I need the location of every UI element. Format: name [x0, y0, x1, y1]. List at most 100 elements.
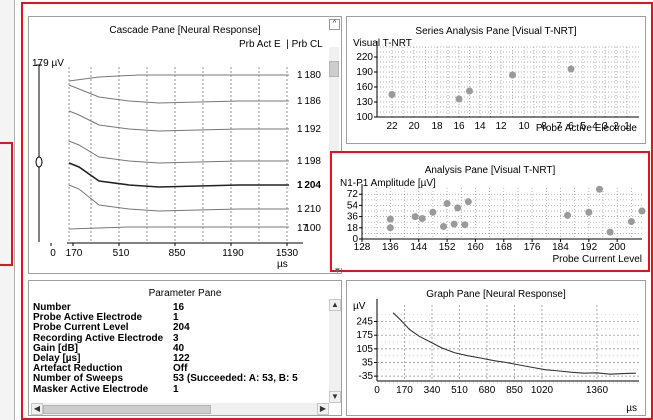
analysis-x-tick-label: 128 [354, 242, 371, 253]
analysis-y-tick-label: 54 [347, 200, 359, 211]
parameter-key: Delay [µs] [33, 353, 81, 364]
cascade-trace-electrode: 17 [297, 223, 309, 234]
cascade-scroll-thumb[interactable] [329, 61, 339, 77]
parameter-scroll-left-icon[interactable]: ◀ [31, 403, 43, 415]
parameter-pane[interactable]: Parameter Pane Number 16 Probe Active Elec… [28, 280, 342, 416]
analysis-point [386, 215, 394, 223]
parameter-h-scroll-thumb[interactable] [43, 405, 211, 414]
series-point [509, 71, 516, 79]
parameter-scroll-right-icon[interactable]: ▶ [317, 403, 329, 415]
parameter-scroll-down-icon[interactable]: ▼ [329, 391, 341, 403]
cascade-pane[interactable]: Cascade Pane [Neural Response] Prb Act E… [28, 16, 342, 274]
graph-pane[interactable]: Graph Pane [Neural Response] µV -35 35 105… [346, 280, 646, 416]
parameter-key: Recording Active Electrode [33, 332, 164, 344]
analysis-point [627, 218, 635, 226]
analysis-point [464, 198, 472, 206]
cascade-column-headers: Prb Act E | Prb CL [239, 39, 323, 50]
cascade-trace-electrode: 1 [297, 96, 303, 107]
series-x-tick-label: 10 [518, 121, 530, 132]
analysis-x-tick-label: 176 [524, 242, 541, 253]
analysis-point [454, 204, 462, 212]
series-x-tick-label: 1 [624, 121, 630, 132]
series-y-tick-label: 190 [356, 67, 373, 78]
series-analysis-xlabel: Probe Active Electrode [535, 123, 637, 134]
series-point [455, 95, 463, 103]
series-point [567, 65, 575, 73]
analysis-x-tick-label: 160 [467, 242, 484, 253]
series-x-tick-label: 12 [495, 121, 507, 132]
analysis-point [585, 208, 593, 216]
graph-x-tick-label: 340 [424, 385, 441, 396]
series-x-tick-label: 7 [556, 121, 562, 132]
cascade-trace-electrode: 1 [297, 124, 303, 135]
analysis-point [440, 223, 448, 231]
cascade-trace-electrode: 1 [297, 70, 303, 81]
analysis-y-tick-label: 18 [347, 223, 359, 234]
cascade-trace [68, 162, 289, 188]
cascade-trace [68, 226, 289, 230]
graph-y-tick-label: 175 [356, 330, 373, 341]
cascade-marker-icon [35, 156, 43, 168]
graph-y-tick-label: -35 [359, 371, 374, 382]
parameter-pane-title: Parameter Pane [148, 288, 222, 299]
cascade-x-tick-label: 850 [169, 248, 186, 259]
series-analysis-plot: 100 130 160 190 220 22 20 18 16 14 12 10 8 7 6 5 4 3 2 1 [356, 41, 639, 132]
analysis-pane-ylabel: N1-P1 Amplitude [µV] [340, 178, 436, 189]
parameter-key: Probe Current Level [33, 322, 129, 334]
analysis-pane-highlight [330, 151, 650, 272]
cascade-resize-icon[interactable]: ^ [329, 19, 340, 30]
analysis-point [595, 185, 603, 193]
series-y-tick-label: 220 [356, 52, 373, 63]
analysis-pane-xlabel: Probe Current Level [552, 254, 643, 265]
series-y-tick-label: 160 [356, 82, 373, 93]
graph-x-tick-label: 510 [451, 385, 468, 396]
cascade-trace-level: 186 [304, 96, 321, 107]
cascade-trace [68, 140, 289, 164]
analysis-pane[interactable]: Analysis Pane [Visual T-NRT] N1-P1 Ampli… [332, 152, 648, 268]
analysis-x-tick-label: 184 [552, 242, 569, 253]
parameter-key: Gain [dB] [33, 342, 78, 354]
parameter-key: Artefact Reduction [33, 363, 123, 375]
cascade-pane-title: Cascade Pane [Neural Response] [109, 25, 261, 36]
analysis-point [386, 224, 394, 232]
analysis-x-tick-label: 136 [382, 242, 399, 253]
cascade-x-unit: µs [277, 259, 288, 270]
parameter-vertical-scrollbar[interactable] [329, 299, 341, 403]
graph-x-tick-label: 680 [479, 385, 496, 396]
parameter-key: Masker Active Electrode [33, 383, 149, 395]
analysis-point [461, 221, 469, 229]
cascade-trace-level: 204 [304, 180, 321, 191]
analysis-x-tick-label: 152 [439, 242, 456, 253]
series-analysis-title: Series Analysis Pane [Visual T-NRT] [415, 26, 577, 37]
analysis-y-tick-label: 36 [347, 212, 359, 223]
parameter-value: 122 [173, 353, 190, 364]
analysis-point [638, 207, 646, 215]
cascade-trace [68, 110, 289, 132]
cascade-trace-electrode: 1 [297, 156, 303, 167]
parameter-scroll-up-icon[interactable]: ▲ [329, 299, 341, 311]
cascade-trace-level: 100 [304, 223, 321, 234]
cascade-x-tick-label: 170 [66, 248, 83, 259]
parameter-key: Number of Sweeps [33, 373, 124, 385]
left-edge-highlight [0, 142, 13, 266]
parameter-value: 204 [173, 322, 190, 334]
main-highlight-frame [21, 2, 653, 420]
analysis-point [411, 213, 419, 221]
graph-y-tick-label: 105 [356, 344, 373, 355]
parameter-value: 3 [173, 332, 179, 344]
analysis-point [418, 214, 426, 222]
series-x-tick-label: 3 [602, 121, 608, 132]
series-x-tick-label: 22 [386, 121, 398, 132]
series-analysis-pane[interactable]: Series Analysis Pane [Visual T-NRT] Visu… [346, 16, 646, 144]
analysis-x-tick-label: 200 [609, 242, 626, 253]
splitter-corner-icon[interactable]: ▼ [333, 266, 342, 275]
graph-pane-ylabel: µV [353, 301, 366, 312]
analysis-point [443, 200, 451, 208]
graph-y-tick-label: 35 [362, 357, 374, 368]
parameter-value: 1 [173, 312, 179, 324]
cascade-trace [68, 74, 289, 82]
cascade-trace-level: 180 [304, 70, 321, 81]
cascade-x-tick-label: 0 [50, 248, 56, 259]
